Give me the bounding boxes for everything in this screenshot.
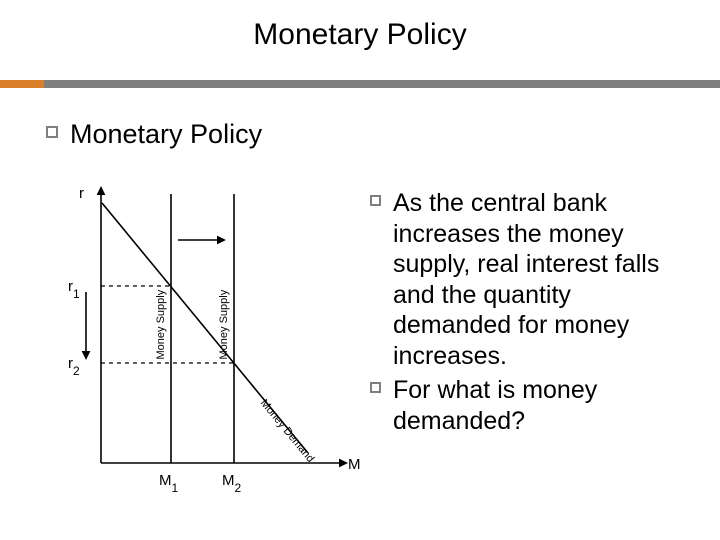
bullet-2: For what is money demanded? [370, 375, 686, 436]
svg-text:r1: r1 [68, 278, 80, 301]
bullet-icon [370, 382, 381, 393]
svg-text:Money Supply: Money Supply [155, 290, 167, 360]
svg-text:Money Demand: Money Demand [258, 398, 317, 466]
svg-text:Money Supply: Money Supply [218, 290, 230, 360]
divider-accent [0, 80, 44, 88]
slide: Monetary Policy Monetary Policy r M Money … [0, 0, 720, 540]
text-column: As the central bank increases the money … [366, 160, 686, 503]
svg-text:r: r [79, 185, 84, 202]
two-column: r M Money Supply Money Supply Money Demand r1… [46, 160, 686, 503]
money-market-diagram: r M Money Supply Money Supply Money Demand r1… [46, 178, 366, 498]
title-area: Monetary Policy [0, 0, 720, 52]
divider [0, 80, 720, 88]
svg-text:r2: r2 [68, 355, 80, 378]
bullet-icon [46, 126, 58, 138]
bullet-1-text: As the central bank increases the money … [393, 188, 686, 371]
content-area: Monetary Policy r M Money Supply Money Supp… [46, 118, 686, 503]
chart-column: r M Money Supply Money Supply Money Demand r1… [46, 160, 366, 503]
heading-bullet: Monetary Policy [46, 118, 686, 150]
slide-title: Monetary Policy [0, 18, 720, 52]
svg-text:M1: M1 [159, 472, 179, 495]
svg-text:M: M [348, 456, 361, 473]
bullet-icon [370, 195, 381, 206]
bullet-2-text: For what is money demanded? [393, 375, 686, 436]
bullet-1: As the central bank increases the money … [370, 188, 686, 371]
svg-text:M2: M2 [222, 472, 242, 495]
heading-text: Monetary Policy [70, 118, 262, 150]
